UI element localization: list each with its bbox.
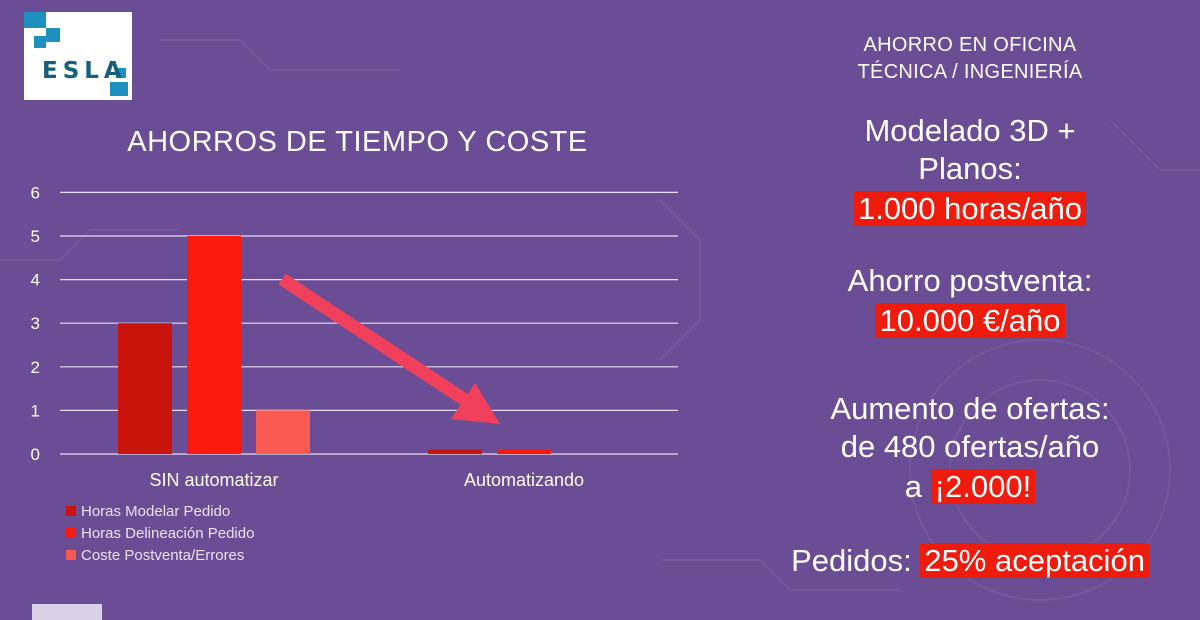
legend-item-modelar: Horas Modelar Pedido: [66, 500, 254, 522]
y-tick-label: 0: [31, 445, 40, 464]
stat-modelado-value: 1.000 horas/año: [853, 191, 1087, 226]
chart-title: AHORROS DE TIEMPO Y COSTE: [127, 126, 588, 158]
legend-label-modelar: Horas Modelar Pedido: [81, 502, 231, 520]
esla-logo: ESLA: [24, 12, 132, 100]
y-tick-label: 6: [31, 183, 40, 202]
bar-0-2: [256, 410, 310, 454]
bar-1-1: [497, 449, 551, 454]
stat-modelado-line1: Modelado 3D +: [864, 113, 1076, 148]
stat-postventa-label: Ahorro postventa:: [847, 263, 1093, 298]
legend-item-postventa: Coste Postventa/Errores: [66, 544, 254, 566]
bar-1-0: [428, 449, 482, 454]
legend-label-postventa: Coste Postventa/Errores: [81, 546, 245, 564]
panel-header: AHORRO EN OFICINA TÉCNICA / INGENIERÍA: [735, 32, 1200, 86]
slide-tab: [32, 604, 102, 620]
x-category-label: SIN automatizar: [149, 470, 278, 490]
stat-pedidos-value: 25% aceptación: [920, 543, 1149, 578]
y-tick-label: 3: [31, 314, 40, 333]
panel-header-line1: AHORRO EN OFICINA: [863, 34, 1077, 56]
stat-pedidos-label: Pedidos:: [791, 543, 912, 578]
stat-ofertas-line1: Aumento de ofertas:: [830, 391, 1110, 426]
legend-swatch-postventa: [66, 550, 76, 560]
bar-0-1: [187, 236, 241, 454]
legend-swatch-delineacion: [66, 528, 76, 538]
stat-modelado-line2: Planos:: [918, 151, 1022, 186]
legend-swatch-modelar: [66, 506, 76, 516]
legend-label-delineacion: Horas Delineación Pedido: [81, 524, 255, 542]
stat-ofertas-value: ¡2.000!: [930, 469, 1036, 504]
x-category-label: Automatizando: [464, 470, 584, 490]
stat-postventa: Ahorro postventa: 10.000 €/año: [735, 262, 1200, 340]
stat-ofertas-prefix: a: [904, 469, 923, 504]
y-tick-label: 2: [31, 358, 40, 377]
chart-legend: Horas Modelar Pedido Horas Delineación P…: [66, 500, 254, 566]
bar-0-0: [118, 323, 172, 454]
panel-header-line2: TÉCNICA / INGENIERÍA: [857, 61, 1083, 83]
y-tick-label: 4: [31, 271, 40, 290]
legend-item-delineacion: Horas Delineación Pedido: [66, 522, 254, 544]
bar-chart: 0 1 2 3 4 5 6 SIN automatizar Automatizando: [31, 183, 678, 490]
stat-ofertas-line2: de 480 ofertas/año: [840, 429, 1100, 464]
savings-panel: AHORRO EN OFICINA TÉCNICA / INGENIERÍA M…: [735, 32, 1200, 580]
y-tick-label: 1: [31, 401, 40, 420]
stat-postventa-value: 10.000 €/año: [875, 303, 1065, 338]
logo-wordmark: ESLA: [42, 58, 127, 84]
trend-arrow-head: [451, 383, 500, 424]
stat-pedidos: Pedidos: 25% aceptación: [735, 542, 1200, 580]
y-tick-label: 5: [31, 227, 40, 246]
stat-modelado: Modelado 3D + Planos: 1.000 horas/año: [735, 112, 1200, 228]
trend-arrow-shaft: [278, 273, 472, 408]
stat-ofertas: Aumento de ofertas: de 480 ofertas/año a…: [735, 390, 1200, 506]
